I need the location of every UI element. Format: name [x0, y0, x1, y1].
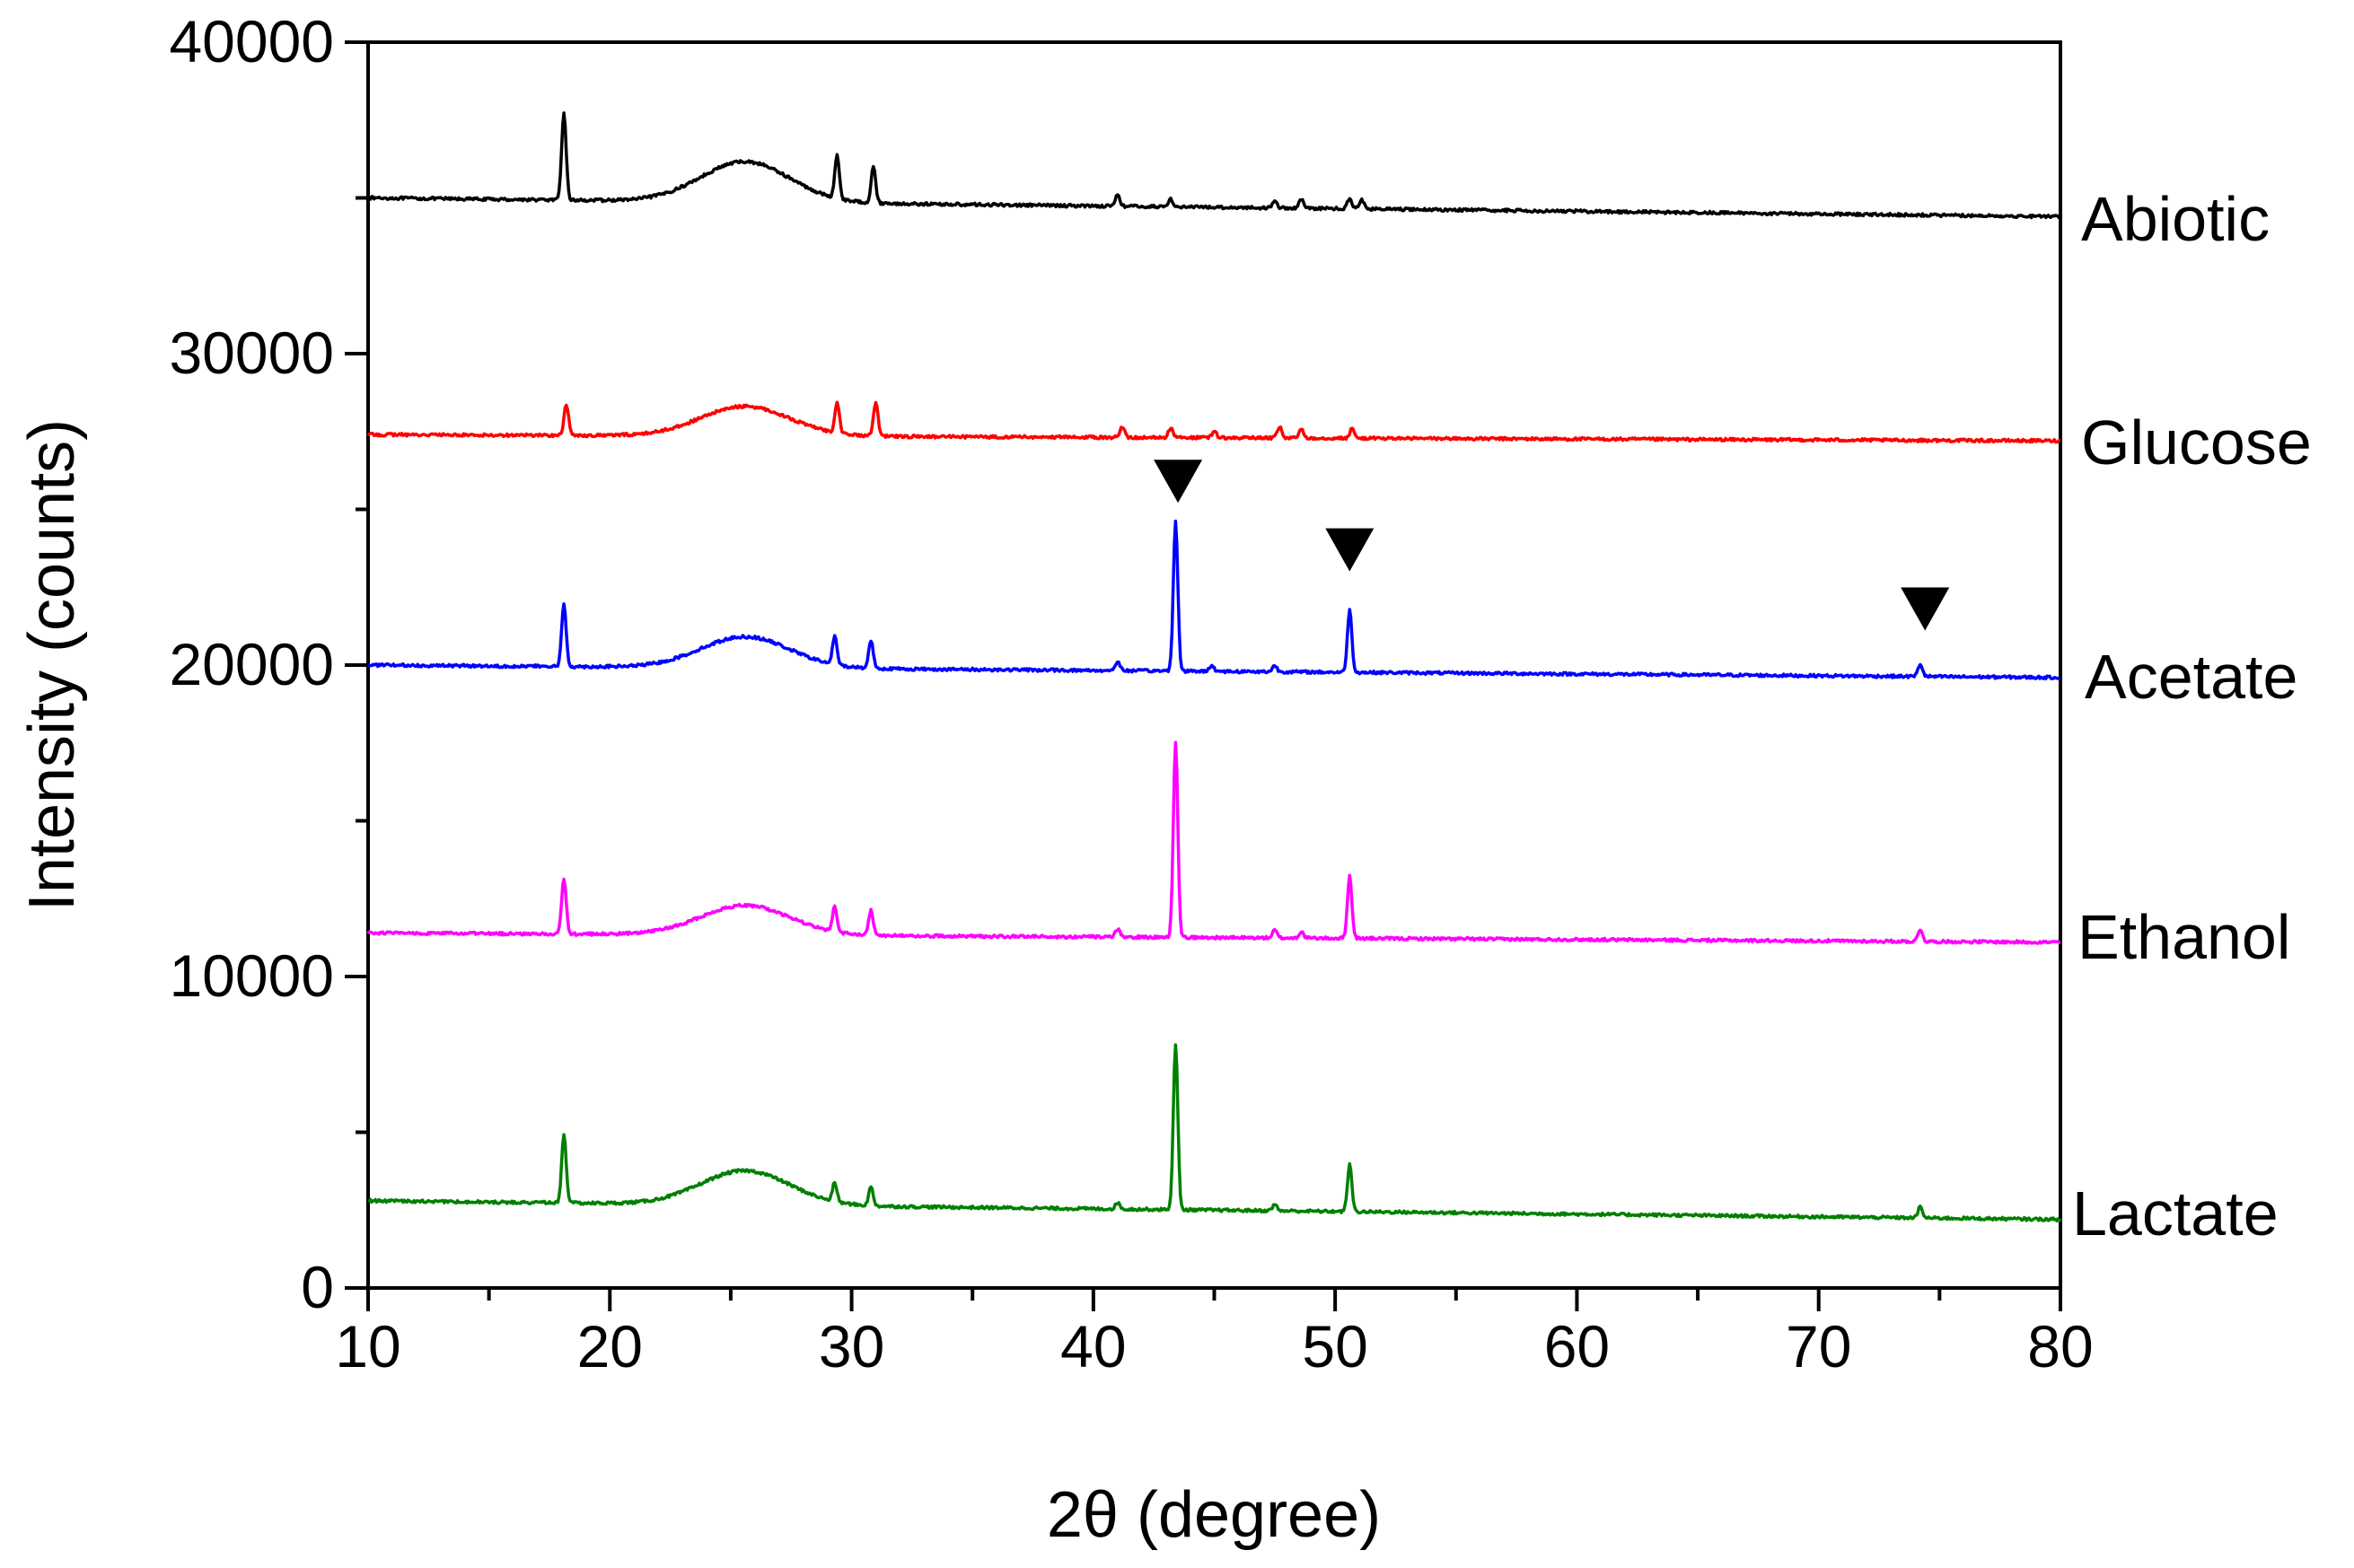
x-tick-label: 80 — [2027, 1313, 2093, 1380]
x-tick-label: 70 — [1786, 1313, 1851, 1380]
y-tick-labels: 0 10000 20000 30000 40000 — [169, 8, 334, 1320]
series-lines — [366, 111, 2062, 1222]
series-label-glucose: Glucose — [2081, 407, 2312, 477]
x-tick-label: 20 — [577, 1313, 643, 1380]
triangle-marker-icon — [1901, 587, 1950, 631]
x-tick-label: 10 — [335, 1313, 400, 1380]
axis-ticks — [345, 40, 2062, 1311]
series-label-lactate: Lactate — [2072, 1178, 2279, 1248]
triangle-marker-icon — [1325, 528, 1375, 572]
y-tick-label: 40000 — [169, 8, 334, 74]
x-axis-title: 2θ (degree) — [1047, 1479, 1381, 1551]
series-line-glucose — [366, 400, 2061, 444]
x-tick-label: 50 — [1302, 1313, 1367, 1380]
series-line-lactate — [367, 1043, 2062, 1222]
x-tick-label: 40 — [1060, 1313, 1126, 1380]
series-line-acetate — [367, 519, 2061, 681]
y-tick-label: 10000 — [169, 942, 334, 1009]
x-tick-label: 30 — [819, 1313, 884, 1380]
y-tick-label: 20000 — [169, 631, 334, 697]
series-line-abiotic — [367, 111, 2062, 220]
x-tick-labels: 10 20 30 40 50 60 70 80 — [335, 1313, 2093, 1380]
y-tick-label: 0 — [301, 1254, 334, 1320]
triangle-marker-icon — [1154, 460, 1203, 504]
peak-markers — [1154, 460, 1950, 631]
series-label-abiotic: Abiotic — [2081, 184, 2270, 254]
series-label-acetate: Acetate — [2085, 642, 2297, 712]
series-labels: Abiotic Glucose Acetate Ethanol Lactate — [2072, 184, 2312, 1248]
x-tick-label: 60 — [1544, 1313, 1610, 1380]
y-axis-title: Intensity (counts) — [16, 419, 88, 911]
series-label-ethanol: Ethanol — [2077, 902, 2290, 972]
plot-frame — [366, 40, 2062, 1290]
series-line-ethanol — [366, 740, 2061, 945]
y-tick-label: 30000 — [169, 320, 334, 386]
